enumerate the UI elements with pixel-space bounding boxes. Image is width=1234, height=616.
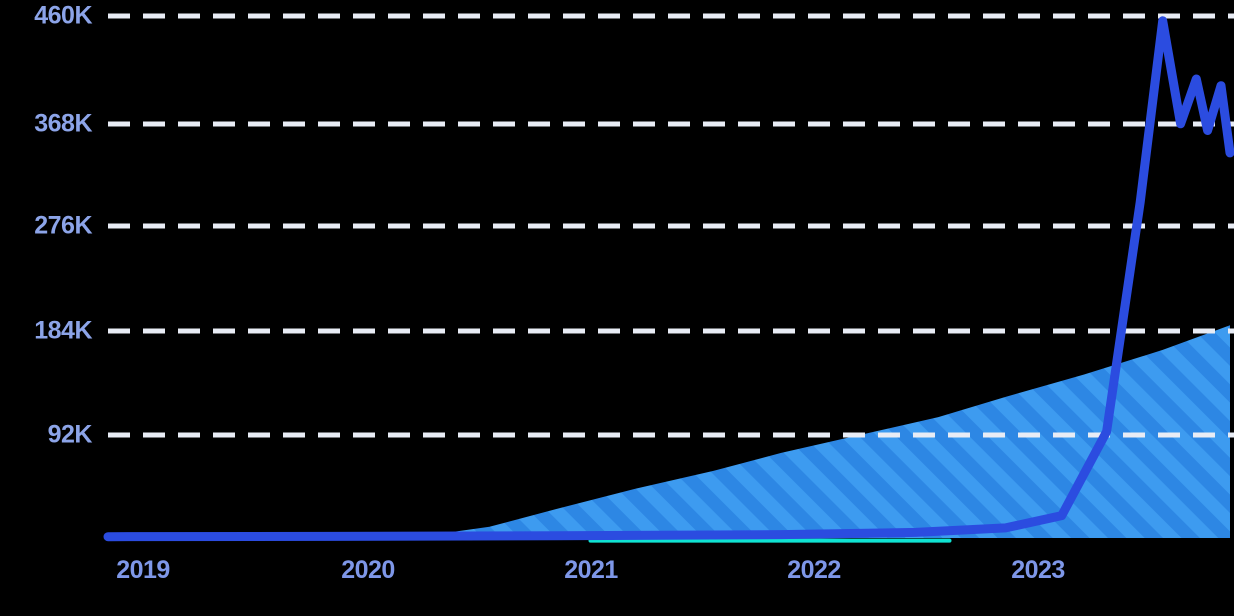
y-axis-tick-label: 276K <box>34 211 92 240</box>
y-axis-tick-label: 460K <box>34 1 92 30</box>
y-axis-tick-label: 368K <box>34 109 92 138</box>
y-axis-tick-label: 184K <box>34 316 92 345</box>
x-axis-tick-label: 2022 <box>787 556 841 584</box>
x-axis-tick-label: 2023 <box>1011 556 1065 584</box>
gridlines <box>108 13 1234 438</box>
x-axis-tick-label: 2021 <box>564 556 618 584</box>
x-axis-tick-label: 2020 <box>341 556 395 584</box>
y-axis-tick-label: 92K <box>47 420 93 449</box>
area-fill <box>108 325 1230 538</box>
x-axis-tick-label: 2019 <box>116 556 170 584</box>
trend-line <box>103 16 1234 542</box>
